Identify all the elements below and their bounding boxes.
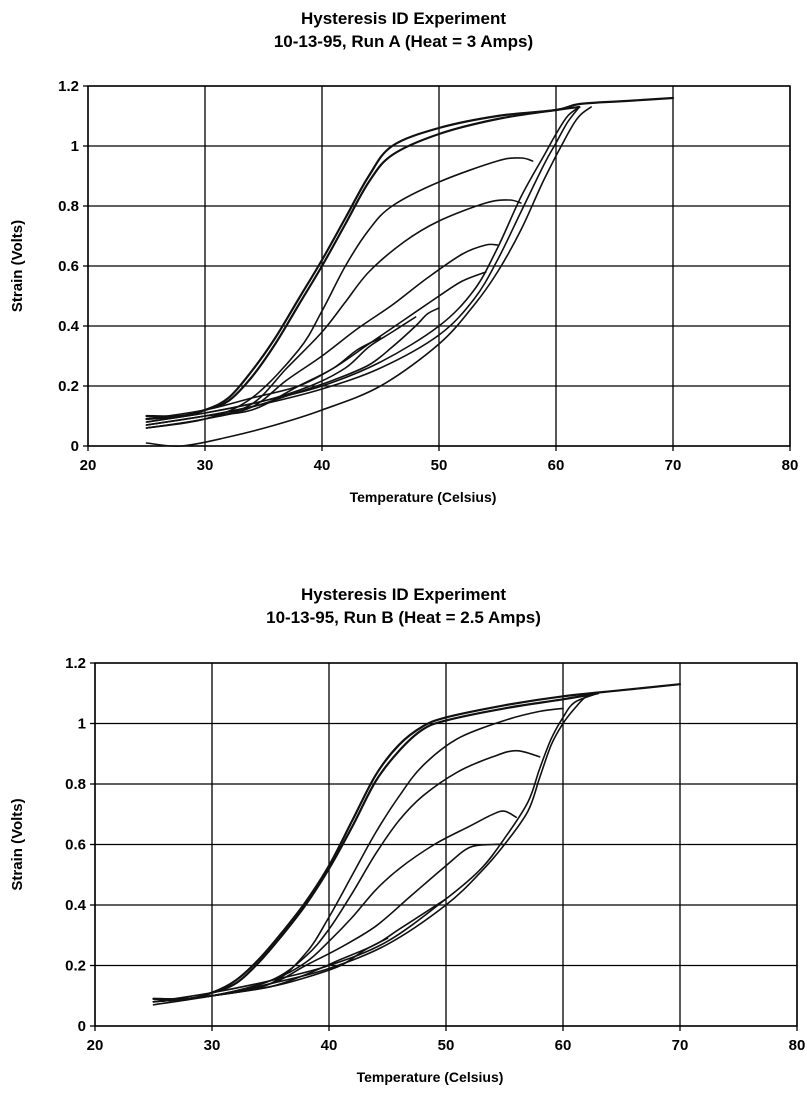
x-tick-label: 70 <box>672 1037 689 1054</box>
y-tick-label: 1.2 <box>58 78 79 95</box>
chart-plot: 20 30 40 50 60 70 80 0 0.2 0.4 0.6 0.8 1 1.2 Temperatu… <box>9 655 806 1085</box>
x-tick-label: 30 <box>204 1037 221 1054</box>
series-line <box>152 937 389 1003</box>
chart-run-a: Hysteresis ID Experiment 10-13-95, Run A… <box>0 0 807 540</box>
y-tick-label: 0.6 <box>58 258 79 275</box>
chart-subtitle-line: 10-13-95, Run A (Heat = 3 Amps) <box>273 32 534 51</box>
y-tick-label: 0.2 <box>58 378 79 395</box>
y-axis-label: Strain (Volts) <box>9 220 26 312</box>
y-axis-label: Strain (Volts) <box>9 798 26 890</box>
x-axis-label: Temperature (Celsius) <box>350 489 497 505</box>
series-line <box>145 106 592 447</box>
grid <box>87 85 791 447</box>
y-tick-label: 0.8 <box>58 198 79 215</box>
chart-title-line: Hysteresis ID Experiment <box>300 9 507 28</box>
x-tick-label: 60 <box>555 1037 572 1054</box>
series-line <box>152 692 600 1001</box>
series-line <box>152 692 599 1006</box>
y-tick-label: 1.2 <box>65 655 86 672</box>
chart-run-b: Hysteresis ID Experiment 10-13-95, Run B… <box>0 575 807 1095</box>
x-tick-label: 20 <box>87 1037 104 1054</box>
series-line <box>145 307 440 426</box>
series-line <box>152 810 517 1003</box>
x-tick-label: 40 <box>314 457 331 474</box>
chart-title: Hysteresis ID Experiment 10-13-95, Run A… <box>0 7 807 53</box>
series-line <box>145 337 382 420</box>
series-line <box>145 316 417 423</box>
series-line <box>145 243 499 429</box>
y-tick-label: 0 <box>71 438 79 455</box>
series-line <box>152 683 682 1001</box>
x-tick-label: 40 <box>321 1037 338 1054</box>
series-line <box>152 843 506 1003</box>
series-line <box>145 271 487 426</box>
x-tick-label: 20 <box>80 457 97 474</box>
series-line <box>145 199 522 429</box>
series-group <box>152 683 682 1006</box>
y-tick-label: 0 <box>78 1018 86 1035</box>
y-tick-label: 0.8 <box>65 776 86 793</box>
x-tick-label: 30 <box>197 457 214 474</box>
chart-plot: 20 30 40 50 60 70 80 0 0.2 0.4 0.6 0.8 1 1.2 Temperatu… <box>9 78 799 505</box>
y-tick-label: 1 <box>71 138 79 155</box>
y-tick-label: 0.2 <box>65 958 86 975</box>
x-tick-label: 70 <box>665 457 682 474</box>
y-tick-label: 0.6 <box>65 837 86 854</box>
x-tick-label: 60 <box>548 457 565 474</box>
series-group <box>145 96 675 447</box>
x-axis-label: Temperature (Celsius) <box>357 1069 504 1085</box>
x-tick-label: 50 <box>431 457 448 474</box>
chart-subtitle-line: 10-13-95, Run B (Heat = 2.5 Amps) <box>266 608 541 627</box>
series-line <box>145 157 534 429</box>
series-line <box>145 105 581 421</box>
chart-title: Hysteresis ID Experiment 10-13-95, Run B… <box>0 583 807 629</box>
y-tick-label: 0.4 <box>65 897 87 914</box>
x-tick-label: 80 <box>782 457 799 474</box>
x-tick-label: 50 <box>438 1037 455 1054</box>
y-tick-label: 1 <box>78 716 86 733</box>
chart-title-line: Hysteresis ID Experiment <box>300 585 507 604</box>
x-tick-label: 80 <box>789 1037 806 1054</box>
y-tick-label: 0.4 <box>58 318 80 335</box>
series-line <box>152 692 599 1003</box>
